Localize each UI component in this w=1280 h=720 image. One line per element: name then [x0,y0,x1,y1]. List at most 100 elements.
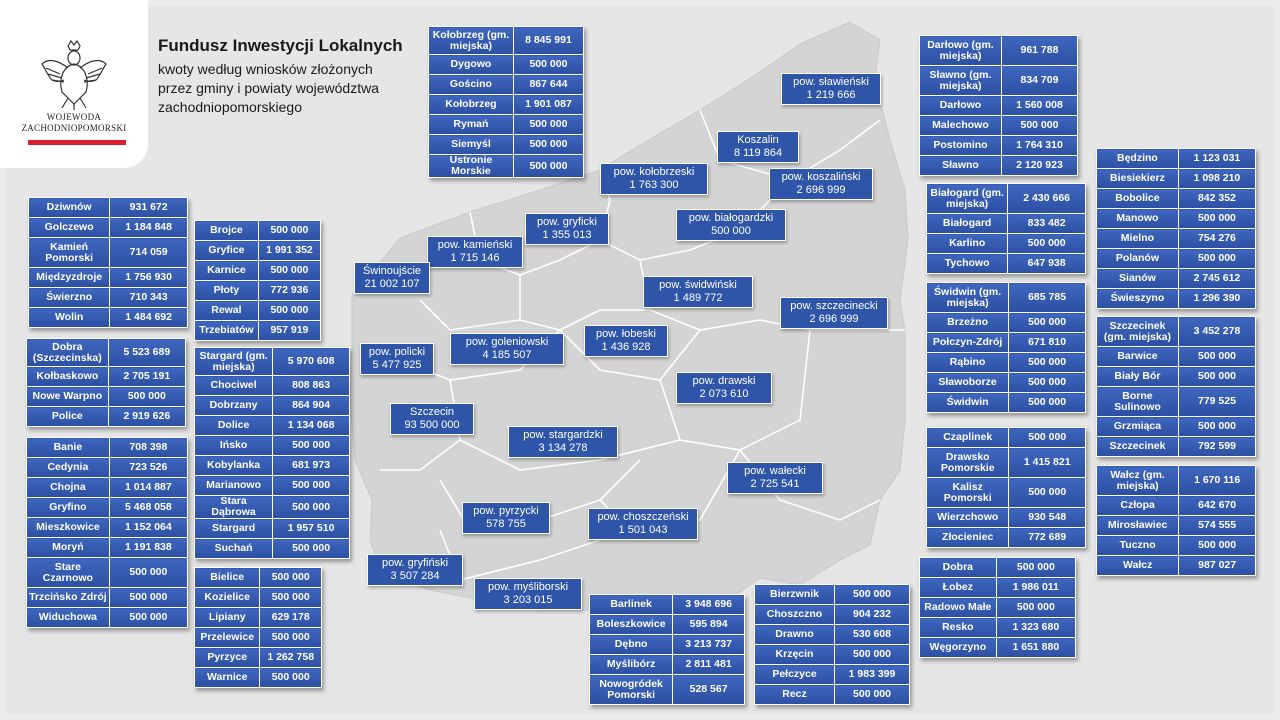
commune-amount: 500 000 [512,114,585,135]
commune-name: Bielice [193,567,261,588]
page-subtitle: kwoty według wniosków złożonych przez gm… [158,60,408,117]
commune-amount: 629 178 [259,607,322,628]
commune-name: Drawsko Pomorskie [925,447,1010,478]
map-label-value: 8 119 864 [733,147,783,159]
commune-name: Golczewo [27,217,111,238]
table-row: Rewal 500 000 [194,300,322,321]
table-kolobrzeg: Kołobrzeg (gm. miejska) 8 845 991 Dygowo 50… [428,26,585,178]
table-row: Drawsko Pomorskie 1 415 821 [925,447,1086,478]
commune-name: Drawno [754,624,835,645]
commune-amount: 1 134 068 [272,415,350,436]
commune-amount: 930 548 [1008,507,1086,528]
commune-name: Manowo [1096,208,1179,229]
commune-name: Trzcińsko Zdrój [26,587,110,608]
map-label: pow. stargardzki 3 134 278 [508,426,618,458]
commune-name: Kołbaskowo [26,366,109,387]
commune-name: Kozielice [193,587,261,608]
map-label-value: 3 507 284 [390,570,440,582]
commune-name: Radowo Małe [919,597,997,618]
map-label-value: 1 715 146 [450,252,500,264]
map-label-name: pow. drawski [692,375,756,387]
logo-card: WOJEWODA ZACHODNIOPOMORSKI [0,0,148,168]
map-label-name: pow. łobeski [596,328,656,340]
table-row: Widuchowa 500 000 [26,607,189,628]
commune-amount: 500 000 [512,134,585,155]
map-label-name: pow. pyrzycki [473,505,539,517]
commune-amount: 1 986 011 [995,577,1077,598]
commune-name: Kobylanka [193,455,274,476]
commune-name: Banie [26,437,110,458]
commune-name: Wałcz [1095,555,1180,576]
commune-amount: 528 567 [672,674,745,705]
commune-name: Węgorzyno [919,637,997,658]
commune-name: Moryń [26,537,110,558]
commune-amount: 3 452 278 [1177,316,1257,347]
commune-amount: 3 213 737 [672,634,745,655]
commune-name: Lipiany [193,607,261,628]
table-row: Dygowo 500 000 [428,54,585,75]
table-row: Krzęcin 500 000 [754,644,910,665]
table-row: Międzyzdroje 1 756 930 [27,267,188,288]
commune-amount: 642 670 [1178,495,1256,516]
commune-name: Nowogródek Pomorski [588,674,674,705]
commune-amount: 1 991 352 [257,240,322,261]
table-row: Szczecinek (gm. miejska) 3 452 278 [1096,316,1257,347]
commune-amount: 574 555 [1178,515,1256,536]
table-row: Wałcz 987 027 [1095,555,1256,576]
commune-amount: 530 608 [834,624,910,645]
map-label: pow. choszczeński 1 501 043 [588,508,698,540]
commune-name: Dębno [588,634,674,655]
commune-amount: 500 000 [259,567,322,588]
commune-amount: 2 919 626 [107,406,187,427]
commune-name: Kołobrzeg (gm. miejska) [428,26,514,55]
map-label-value: 93 500 000 [404,419,460,431]
table-gryfinski: Banie 708 398 Cedynia 723 526 Chojna 1 014 88… [26,437,189,628]
table-choszczenski: Bierzwnik 500 000 Choszczno 904 232 Drawno 53… [754,584,910,705]
commune-name: Stara Dąbrowa [193,495,274,519]
logo-accent-bar [28,140,126,145]
table-row: Myślibórz 2 811 481 [588,654,745,675]
commune-name: Dygowo [428,54,514,75]
map-label-name: pow. policki [368,346,426,358]
commune-name: Karlino [925,233,1009,254]
table-row: Złocieniec 772 689 [925,527,1086,548]
commune-name: Chojna [26,477,110,498]
commune-name: Karnice [194,260,259,281]
commune-name: Świdwin (gm. miejska) [925,282,1010,313]
map-label-name: Szczecin [409,406,455,418]
commune-name: Sławno [919,155,1002,176]
commune-amount: 500 000 [272,538,350,559]
commune-amount: 864 904 [272,395,350,416]
commune-name: Szczecinek [1096,436,1179,457]
map-label: pow. świdwiński 1 489 772 [643,276,753,308]
map-label-value: 21 002 107 [364,278,420,290]
map-label-name: pow. stargardzki [523,429,603,441]
table-slawienski: Darłowo (gm. miejska) 961 788 Sławno (gm. … [919,35,1079,176]
commune-name: Stare Czarnowo [26,557,110,588]
commune-amount: 1 670 116 [1178,465,1256,496]
commune-name: Świeszyno [1096,288,1179,309]
table-row: Barwice 500 000 [1096,346,1257,367]
commune-amount: 772 936 [257,280,322,301]
commune-amount: 1 901 087 [512,94,585,115]
table-row: Tychowo 647 938 [925,253,1086,274]
table-row: Dziwnów 931 672 [27,197,188,218]
table-row: Kołbaskowo 2 705 191 [26,366,187,387]
commune-amount: 500 000 [259,627,322,648]
commune-name: Tychowo [925,253,1009,274]
commune-amount: 808 863 [272,375,350,396]
table-row: Sławoborze 500 000 [925,372,1086,393]
table-row: Dobra 500 000 [919,557,1077,578]
map-label-name: pow. świdwiński [659,279,737,291]
commune-amount: 5 468 058 [108,497,189,518]
commune-amount: 500 000 [1178,535,1256,556]
commune-name: Pyrzyce [193,647,261,668]
commune-name: Krzęcin [754,644,835,665]
commune-name: Dobrzany [193,395,274,416]
map-label-name: pow. sławieński [793,76,869,88]
table-row: Sianów 2 745 612 [1096,268,1257,289]
table-row: Dębno 3 213 737 [588,634,745,655]
table-row: Malechowo 500 000 [919,115,1079,136]
commune-amount: 867 644 [512,74,585,95]
table-row: Suchań 500 000 [193,538,350,559]
